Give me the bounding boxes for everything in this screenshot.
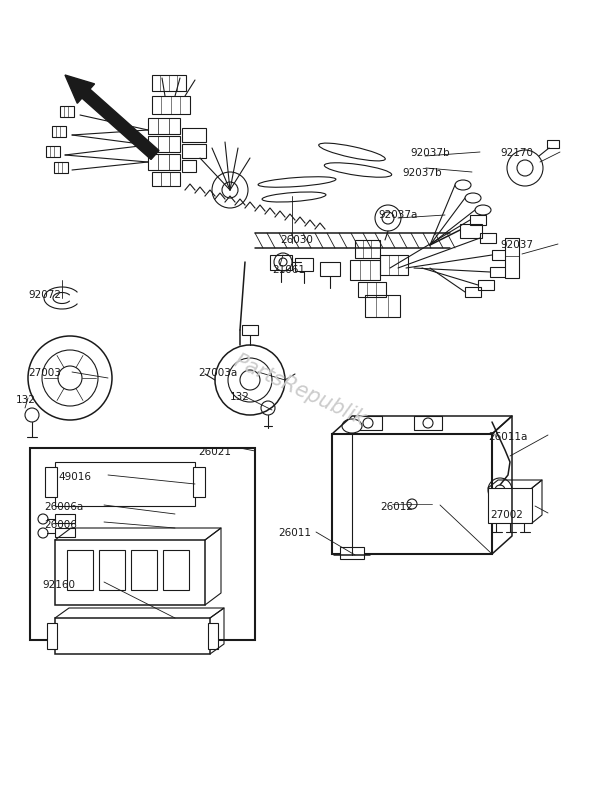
Bar (208, 623, 218, 649)
Bar (47, 623, 57, 649)
Bar (45, 467, 57, 497)
Bar (131, 550, 157, 590)
Bar (30, 448, 255, 640)
Bar (295, 258, 313, 271)
Bar (490, 267, 506, 277)
Bar (55, 514, 75, 523)
Text: 92037: 92037 (500, 240, 533, 250)
Bar (193, 467, 205, 497)
Text: 27003a: 27003a (198, 368, 237, 378)
Text: 92037b: 92037b (410, 148, 449, 158)
Bar (414, 416, 442, 430)
Text: 26006: 26006 (44, 520, 77, 530)
Bar (55, 540, 205, 605)
Bar (505, 238, 519, 278)
Bar (182, 128, 206, 142)
Bar (478, 280, 494, 290)
Bar (182, 160, 196, 172)
Text: 26011: 26011 (278, 528, 311, 538)
Bar (242, 325, 258, 335)
Text: 92170: 92170 (500, 148, 533, 158)
Bar (148, 136, 180, 152)
Bar (152, 96, 190, 114)
Bar (55, 528, 75, 537)
Bar (355, 240, 380, 258)
Bar (55, 462, 195, 506)
Bar (54, 162, 68, 173)
Bar (460, 224, 482, 238)
Bar (55, 618, 210, 654)
Bar (492, 250, 508, 260)
Text: 26030: 26030 (280, 235, 313, 245)
Bar (148, 154, 180, 170)
Bar (99, 550, 125, 590)
Text: 21061: 21061 (272, 265, 305, 275)
Text: 26011a: 26011a (488, 432, 527, 442)
Bar (67, 550, 93, 590)
Bar (52, 126, 66, 137)
Bar (270, 255, 292, 270)
Text: 49016: 49016 (58, 472, 91, 482)
Bar (365, 295, 400, 317)
Bar (480, 233, 496, 243)
Bar (465, 287, 481, 297)
Ellipse shape (342, 419, 362, 433)
Text: 26006a: 26006a (44, 502, 83, 512)
Text: 27002: 27002 (490, 510, 523, 520)
Text: 26021: 26021 (198, 447, 231, 457)
Bar (152, 75, 186, 91)
Bar (380, 255, 408, 275)
Bar (350, 260, 380, 280)
Text: PartsRepublik: PartsRepublik (230, 350, 370, 430)
Text: 132: 132 (16, 395, 36, 405)
Bar (488, 488, 532, 523)
Text: 26012: 26012 (380, 502, 413, 512)
Bar (332, 434, 492, 554)
Text: 92160: 92160 (42, 580, 75, 590)
Text: 92037a: 92037a (378, 210, 418, 220)
Bar (320, 262, 340, 276)
Bar (60, 106, 74, 117)
Bar (354, 416, 382, 430)
Bar (46, 146, 60, 157)
Text: 27003: 27003 (28, 368, 61, 378)
FancyArrow shape (65, 75, 159, 160)
Text: 92037b: 92037b (402, 168, 442, 178)
Bar (163, 550, 189, 590)
Text: 92072: 92072 (28, 290, 61, 300)
Text: 132: 132 (230, 392, 250, 402)
Bar (340, 547, 364, 559)
Bar (152, 172, 180, 186)
Bar (547, 140, 559, 148)
Bar (470, 215, 486, 225)
Bar (182, 144, 206, 158)
Bar (358, 282, 386, 297)
Bar (148, 118, 180, 134)
